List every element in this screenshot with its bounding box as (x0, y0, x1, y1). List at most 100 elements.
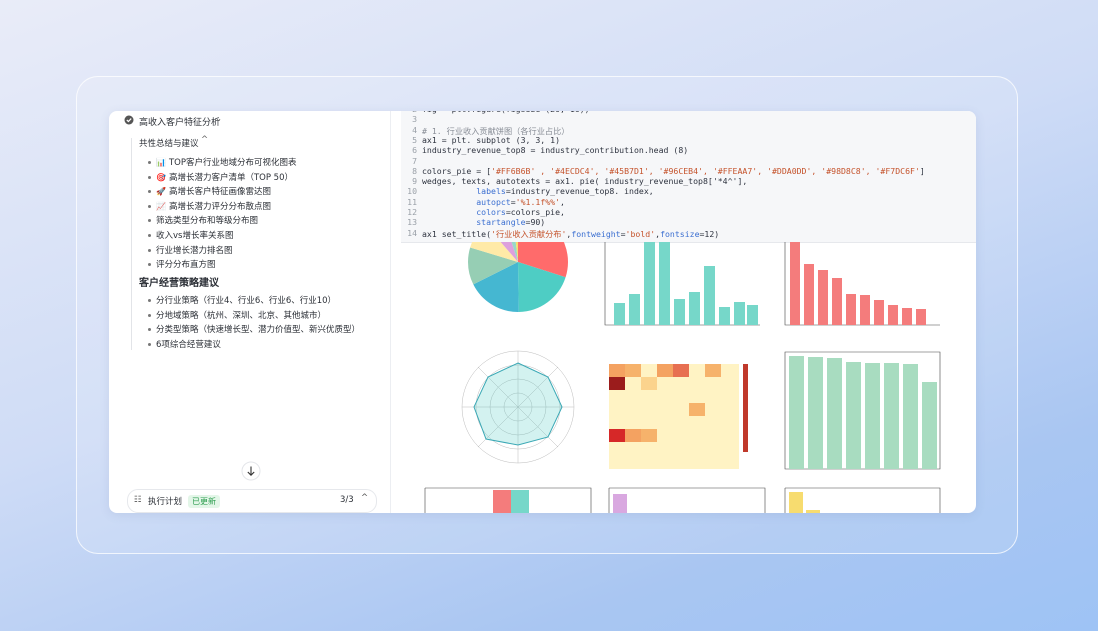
code-line: # 1. 行业收入贡献饼图（各行业占比） (422, 125, 569, 137)
bullet (148, 328, 151, 332)
chevron[interactable]: ^ (361, 493, 369, 503)
code-token: colors_pie = [ (422, 165, 492, 176)
item-text: TOP客户行业地域分布可视化图表 (168, 158, 297, 168)
chevron[interactable]: ⌄ (215, 114, 223, 124)
check-icon (124, 115, 134, 125)
line-number: 7 (412, 155, 417, 166)
code-line: wedges, texts, autotexts = ax1. pie( ind… (422, 176, 747, 186)
line-number: 2 (401, 111, 417, 114)
list-item[interactable]: 行业增长潜力排名图 (156, 244, 233, 256)
group-title[interactable]: 共性总结与建议 (139, 139, 199, 149)
strategy-item[interactable]: 6项综合经营建议 (156, 339, 221, 350)
code-line: fig = plt.figure(figsize=(20, 16)) (422, 111, 590, 114)
line-number: 11 (407, 196, 417, 207)
code-token: , (560, 196, 565, 207)
bar-thumb (784, 242, 940, 326)
code-token: '#FF6B6B' , '#4ECDC4', '#45B7D1', '#96CE… (491, 165, 920, 176)
plan-bar[interactable]: ☷ 执行计划 已更新 3/3 ^ (127, 489, 377, 513)
item-icon: 🎯 (156, 172, 166, 182)
code-token: ax1 = plt. subplot (3, 3, 1) (422, 134, 561, 145)
code-token: autopct (422, 196, 511, 207)
line-number: 9 (412, 176, 417, 187)
item-text: 收入vs增长率关系图 (156, 231, 234, 241)
code-token: =12) (699, 228, 720, 239)
list-item[interactable]: 📊 TOP客户行业地域分布可视化图表 (156, 156, 296, 168)
code-token: industry_revenue_top8 = industry_contrib… (422, 145, 689, 156)
radar-thumb (461, 350, 575, 464)
code-token: colors (422, 207, 506, 217)
code-token: 'bold' (625, 228, 656, 239)
bullet (148, 175, 151, 179)
item-text: 高增长客户特征画像雷达图 (168, 187, 271, 198)
bullet (148, 234, 151, 237)
code-token: startangle (422, 217, 526, 228)
code-line: startangle=90) (422, 217, 545, 227)
code-token: = (510, 196, 516, 207)
code-line: ax1 = plt. subplot (3, 3, 1) (422, 135, 560, 145)
line-number: 4 (412, 124, 417, 135)
task-title[interactable]: 高收入客户特征分析 (139, 118, 221, 128)
item-icon: 📈 (156, 201, 166, 211)
code-token: , (566, 228, 572, 239)
bar-thumb (424, 487, 941, 513)
line-number: 3 (412, 114, 417, 125)
plan-label: 执行计划 (148, 497, 183, 507)
list-item[interactable]: 评分分布直方图 (156, 258, 216, 270)
code-token: labels (422, 186, 506, 197)
strategy-item[interactable]: 分地域策略（杭州、深圳、北京、其他城市） (156, 310, 327, 321)
bullet (148, 161, 151, 164)
bullet (148, 219, 151, 223)
code-token: =90) (525, 217, 546, 228)
line-number: 12 (407, 207, 417, 217)
chevron[interactable]: ^ (201, 135, 209, 145)
strategy-item[interactable]: 分行业策略（行业4、行业6、行业6、行业10） (156, 296, 337, 306)
sidebar: 高收入客户特征分析 ⌄ 共性总结与建议 ^ 📊 TOP客户行业地域分布可视化图表 🎯… (109, 111, 391, 513)
code-line: colors=colors_pie, (422, 207, 565, 217)
scroll-down-button[interactable] (241, 461, 261, 481)
bullet (148, 313, 151, 317)
list-item[interactable]: 收入vs增长率关系图 (156, 229, 233, 241)
code-token: =colors_pie, (505, 207, 565, 217)
line-number: 8 (412, 165, 417, 176)
plan-progress: 3/3 (340, 495, 354, 505)
code-token: ax1 set_title( (422, 228, 492, 239)
list-item[interactable]: 🎯 高增长潜力客户清单（TOP 50） (156, 171, 293, 183)
item-text: 行业增长潜力排名图 (156, 245, 233, 256)
item-text: 评分分布直方图 (156, 260, 216, 271)
item-icon: 📊 (156, 158, 166, 167)
tree-line (131, 138, 132, 350)
code-token: '%1.1f%%' (515, 196, 561, 207)
code-token: ] (919, 165, 925, 176)
bullet (148, 342, 151, 346)
list-item[interactable]: 🚀 高增长客户特征画像雷达图 (156, 185, 271, 197)
section-title: 客户经营策略建议 (139, 278, 219, 289)
code-line: colors_pie = ['#FF6B6B' , '#4ECDC4', '#4… (422, 166, 925, 176)
bullet (148, 248, 151, 252)
code-token: fig = plt.figure(figsize=(20, 16)) (422, 111, 590, 114)
heatmap-thumb (609, 364, 748, 469)
line-number: 14 (407, 227, 417, 238)
code-editor: 2 fig = plt.figure(figsize=(20, 16)) 34 # 1… (401, 111, 976, 243)
bullet (148, 190, 151, 194)
bullet (148, 299, 151, 302)
item-text: 高增长潜力客户清单（TOP 50） (168, 172, 293, 183)
item-text: 筛选类型分布和等级分布图 (156, 216, 259, 227)
line-number: 13 (407, 217, 417, 228)
item-icon: 🚀 (156, 187, 166, 197)
code-line: industry_revenue_top8 = industry_contrib… (422, 145, 688, 155)
pie-thumb (468, 242, 568, 312)
bullet (148, 263, 151, 267)
strategy-item[interactable]: 分类型策略（快速增长型、潜力价值型、新兴优质型） (156, 325, 361, 336)
code-token: wedges, texts, autotexts = ax1. pie( ind… (422, 176, 748, 187)
code-line: autopct='%1.1f%%', (422, 197, 565, 207)
code-token: =industry_revenue_top8. index, (505, 186, 654, 197)
item-text: 高增长潜力评分分布散点图 (168, 201, 271, 212)
line-number: 10 (407, 186, 417, 197)
list-item[interactable]: 📈 高增长潜力评分分布散点图 (156, 200, 271, 212)
bar-thumb (784, 351, 941, 470)
list-item[interactable]: 筛选类型分布和等级分布图 (156, 214, 258, 226)
chart-output (401, 242, 976, 513)
code-token: fontweight (571, 228, 621, 239)
line-number: 6 (412, 145, 417, 156)
